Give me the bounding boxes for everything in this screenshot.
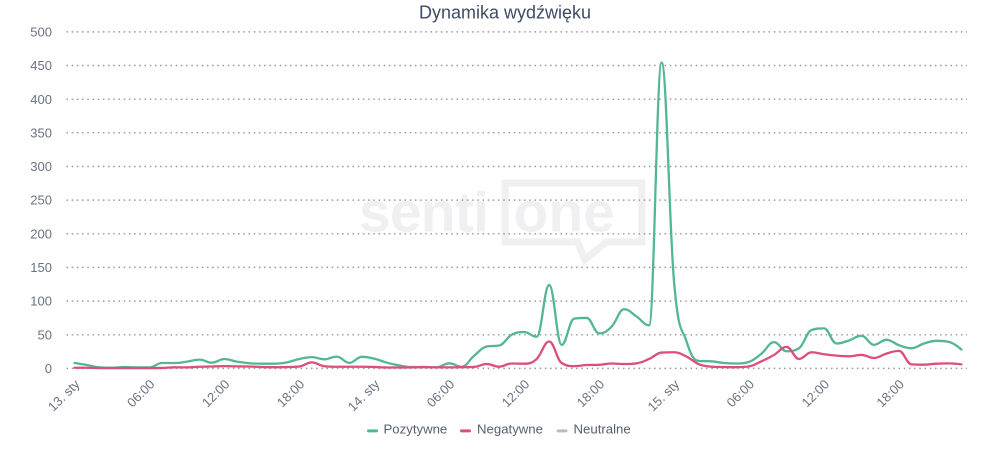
svg-text:250: 250 [30,193,52,208]
svg-text:150: 150 [30,260,52,275]
svg-text:350: 350 [30,125,52,140]
svg-text:450: 450 [30,58,52,73]
svg-text:0: 0 [45,361,52,376]
svg-text:senti: senti [359,181,488,245]
svg-text:Pozytywne: Pozytywne [384,422,448,437]
svg-text:Negatywne: Negatywne [477,422,543,437]
svg-text:400: 400 [30,92,52,107]
svg-text:300: 300 [30,159,52,174]
svg-text:Neutralne: Neutralne [574,422,631,437]
svg-text:500: 500 [30,25,52,40]
svg-text:Dynamika wydźwięku: Dynamika wydźwięku [419,2,591,22]
svg-text:one: one [514,181,615,245]
svg-text:50: 50 [38,327,52,342]
svg-text:200: 200 [30,226,52,241]
svg-text:100: 100 [30,294,52,309]
